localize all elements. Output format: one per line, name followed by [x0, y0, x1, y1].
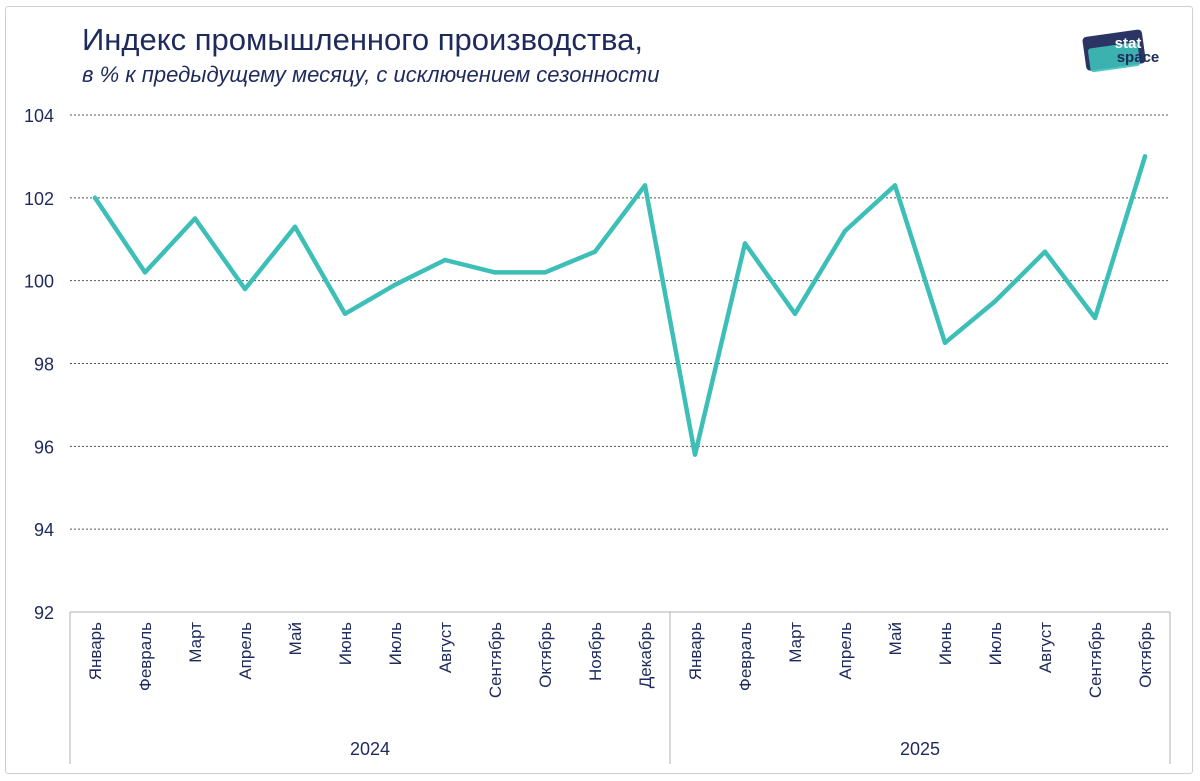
x-tick-label: Декабрь: [636, 622, 655, 688]
data-point: [192, 216, 198, 221]
x-tick-label: Май: [886, 622, 905, 655]
y-tick-label: 104: [24, 106, 54, 126]
x-tick-label: Август: [436, 622, 455, 673]
data-point: [442, 257, 448, 263]
data-point: [1042, 249, 1048, 254]
data-point: [1092, 315, 1098, 321]
data-point: [642, 183, 648, 188]
x-tick-label: Март: [786, 622, 805, 663]
data-point: [592, 249, 598, 254]
data-point: [242, 286, 248, 292]
x-tick-label: Август: [1036, 622, 1055, 673]
x-tick-label: Февраль: [736, 622, 755, 691]
data-point: [992, 299, 998, 304]
logo-text-bottom: space: [1117, 49, 1160, 66]
data-point: [1142, 154, 1148, 159]
data-point: [92, 195, 98, 201]
y-tick-label: 98: [34, 355, 54, 375]
x-tick-label: Март: [186, 622, 205, 663]
data-point: [292, 224, 298, 230]
x-tick-label: Октябрь: [1136, 622, 1155, 688]
data-point: [342, 311, 348, 316]
y-tick-label: 102: [24, 189, 54, 209]
y-tick-label: 92: [34, 603, 54, 623]
data-point: [942, 340, 948, 345]
y-tick-label: 100: [24, 272, 54, 292]
x-tick-label: Январь: [86, 622, 105, 680]
y-tick-label: 94: [34, 520, 54, 540]
chart-title: Индекс промышленного производства,: [82, 22, 644, 57]
data-point: [542, 270, 548, 275]
x-tick-label: Апрель: [236, 622, 255, 680]
data-point: [742, 241, 748, 246]
x-tick-label: Сентябрь: [486, 622, 505, 698]
x-tick-label: Октябрь: [536, 622, 555, 688]
data-point: [792, 311, 798, 316]
x-tick-label: Сентябрь: [1086, 622, 1105, 698]
data-point: [392, 282, 398, 288]
data-point: [842, 228, 848, 234]
chart-subtitle: в % к предыдущему месяцу, с исключением …: [82, 62, 660, 87]
x-tick-label: Январь: [686, 622, 705, 680]
group-label: 2025: [900, 739, 940, 759]
x-tick-label: Ноябрь: [586, 622, 605, 681]
y-tick-label: 96: [34, 437, 54, 457]
x-tick-label: Апрель: [836, 622, 855, 680]
x-tick-label: Февраль: [136, 622, 155, 691]
data-point: [892, 183, 898, 188]
x-tick-label: Июнь: [336, 622, 355, 665]
x-tick-label: Май: [286, 622, 305, 655]
logo-text-top: stat: [1115, 35, 1142, 52]
group-label: 2024: [350, 739, 390, 759]
x-tick-label: Июль: [386, 622, 405, 666]
data-point: [492, 270, 498, 275]
x-tick-label: Июнь: [936, 622, 955, 665]
x-tick-label: Июль: [986, 622, 1005, 666]
statspace-logo: stat space: [1082, 29, 1160, 73]
chart-frame: [5, 6, 1193, 774]
data-point: [692, 452, 698, 457]
series-line: [92, 154, 1148, 457]
data-point: [142, 270, 148, 275]
